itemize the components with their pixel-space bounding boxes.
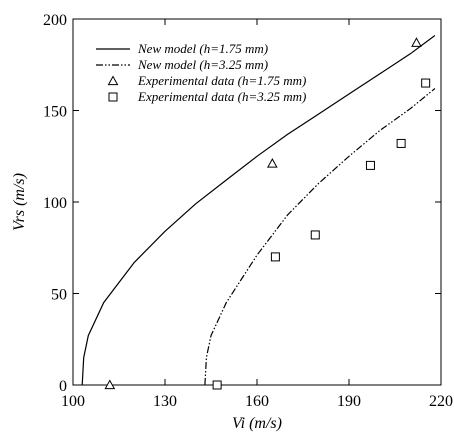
series-line-0 <box>81 35 436 386</box>
legend-entry: Experimental data (h=3.25 mm) <box>108 89 306 104</box>
legend-label: New model (h=1.75 mm) <box>137 41 268 56</box>
x-tick-label: 100 <box>61 393 85 410</box>
legend-entry: Experimental data (h=1.75 mm) <box>107 73 306 88</box>
y-tick-label: 150 <box>43 104 67 121</box>
triangle-point <box>266 158 278 168</box>
x-axis-title: Vi (m/s) <box>232 415 282 432</box>
y-tick-label: 100 <box>43 195 67 212</box>
legend-triangle-swatch <box>107 75 119 86</box>
y-tick-label: 200 <box>43 12 67 29</box>
y-tick-label: 0 <box>59 378 67 395</box>
square-point <box>396 138 406 148</box>
x-tick-label: 130 <box>153 393 177 410</box>
x-tick-label: 160 <box>245 393 269 410</box>
series-layer <box>81 35 436 390</box>
y-tick-label: 50 <box>51 287 67 304</box>
series-line-1 <box>204 88 436 386</box>
square-point <box>270 252 280 262</box>
square-point <box>212 380 222 390</box>
legend-entry: New model (h=1.75 mm) <box>96 41 268 56</box>
legend-label: Experimental data (h=3.25 mm) <box>137 89 306 104</box>
triangle-point <box>104 379 116 390</box>
x-tick-label: 190 <box>337 393 361 410</box>
triangle-point <box>411 37 422 47</box>
legend-square-swatch <box>108 92 118 102</box>
square-point <box>421 78 431 88</box>
legend-entry: New model (h=3.25 mm) <box>96 57 268 72</box>
legend: New model (h=1.75 mm)New model (h=3.25 m… <box>96 41 306 104</box>
legend-label: New model (h=3.25 mm) <box>137 57 268 72</box>
tick-labels: 100 130 160 190 220 0 50 100 150 200 <box>43 12 453 410</box>
legend-label: Experimental data (h=1.75 mm) <box>137 73 306 88</box>
square-point <box>365 160 375 170</box>
ticks <box>72 18 442 386</box>
y-axis-title: Vrs (m/s) <box>11 173 28 231</box>
square-point <box>310 230 320 240</box>
x-tick-label: 220 <box>429 393 453 410</box>
